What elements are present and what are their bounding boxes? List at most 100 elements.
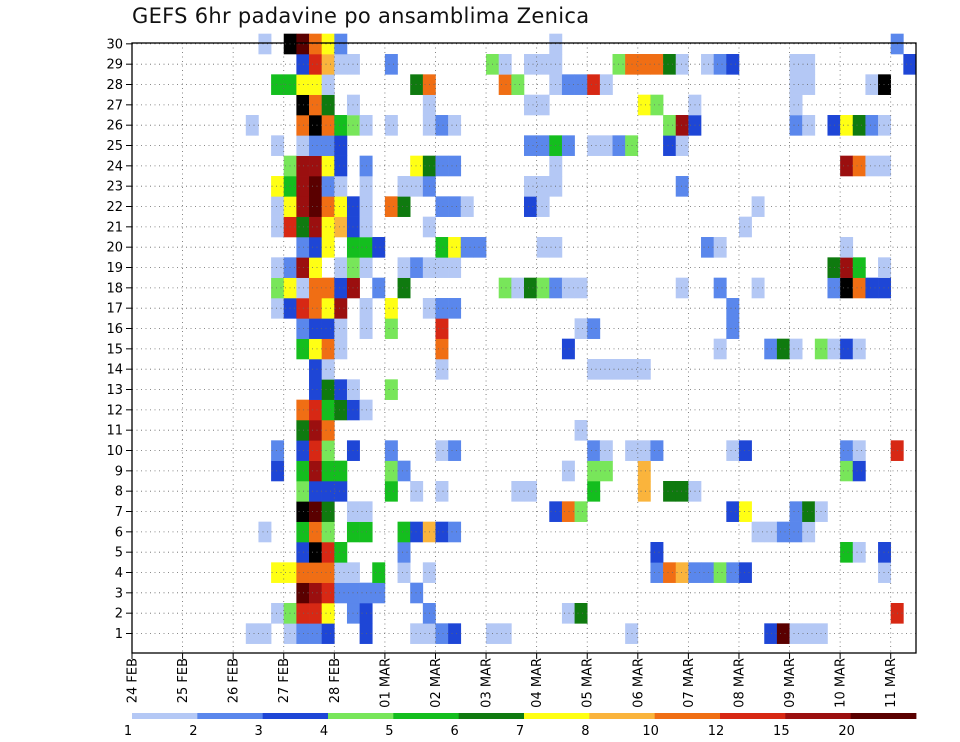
heatmap-cell bbox=[536, 54, 550, 75]
x-tick-labels: 24 FEB 25 FEB 26 FEB 27 FEB 28 FEB 01 MAR 02 M… bbox=[126, 653, 899, 708]
heatmap-cell bbox=[574, 277, 588, 299]
heatmap-cell bbox=[524, 481, 537, 502]
heatmap-cell bbox=[410, 623, 424, 644]
heatmap-cell bbox=[498, 54, 512, 75]
heatmap-cell bbox=[321, 542, 335, 563]
heatmap-cell bbox=[650, 54, 664, 75]
x-tick-label: 03 MAR bbox=[480, 658, 495, 708]
heatmap-cell bbox=[599, 74, 613, 95]
heatmap-cell bbox=[840, 115, 854, 136]
x-tick-label: 11 MAR bbox=[884, 658, 899, 708]
heatmap-cell bbox=[802, 54, 816, 75]
heatmap-cell bbox=[448, 440, 462, 461]
heatmap-cell bbox=[498, 277, 512, 299]
heatmap-cell bbox=[309, 603, 322, 624]
heatmap-cell bbox=[296, 582, 310, 604]
heatmap-cell bbox=[296, 440, 310, 461]
heatmap-cell bbox=[840, 460, 854, 482]
legend-swatch bbox=[132, 713, 198, 719]
heatmap-cell bbox=[321, 54, 335, 75]
heatmap-cell bbox=[435, 155, 449, 177]
heatmap-cell bbox=[675, 135, 689, 156]
heatmap-cell bbox=[334, 542, 348, 563]
legend-swatch bbox=[720, 713, 786, 719]
legend-label: 8 bbox=[581, 724, 589, 739]
heatmap-cell bbox=[296, 521, 310, 543]
heatmap-cell bbox=[536, 135, 550, 156]
heatmap-cell bbox=[574, 501, 588, 522]
heatmap-cell bbox=[701, 562, 714, 583]
heatmap-cell bbox=[397, 460, 411, 482]
heatmap-cell bbox=[789, 74, 803, 95]
heatmap-cell bbox=[511, 277, 525, 299]
y-tick-label: 20 bbox=[106, 241, 123, 256]
y-tick-label: 23 bbox=[106, 180, 123, 195]
heatmap-cell bbox=[764, 623, 778, 644]
heatmap-cell bbox=[296, 54, 310, 75]
heatmap-cell bbox=[738, 501, 752, 522]
heatmap-cell bbox=[840, 155, 854, 177]
heatmap-cell bbox=[309, 257, 322, 278]
heatmap-cell bbox=[448, 115, 462, 136]
y-tick-label: 15 bbox=[106, 342, 123, 357]
heatmap-cell bbox=[296, 623, 310, 644]
heatmap-cells bbox=[245, 33, 917, 644]
heatmap-cell bbox=[435, 237, 449, 258]
heatmap-cell bbox=[334, 582, 348, 604]
heatmap-cell bbox=[321, 582, 335, 604]
y-tick-label: 26 bbox=[106, 119, 123, 134]
heatmap-cell bbox=[637, 54, 651, 75]
heatmap-cell bbox=[372, 582, 386, 604]
heatmap-cell bbox=[397, 562, 411, 583]
heatmap-cell bbox=[384, 481, 398, 502]
heatmap-cell bbox=[245, 623, 259, 644]
heatmap-cell bbox=[384, 379, 398, 400]
heatmap-cell bbox=[296, 562, 310, 583]
heatmap-cell bbox=[675, 176, 689, 197]
heatmap-cell bbox=[536, 176, 550, 197]
heatmap-cell bbox=[258, 521, 272, 543]
heatmap-cell bbox=[309, 460, 322, 482]
x-tick-label: 08 MAR bbox=[732, 658, 747, 708]
heatmap-cell bbox=[309, 135, 322, 156]
heatmap-cell bbox=[271, 74, 285, 95]
heatmap-cell bbox=[321, 135, 335, 156]
heatmap-cell bbox=[309, 359, 322, 380]
heatmap-cell bbox=[309, 318, 322, 339]
y-tick-label: 17 bbox=[106, 302, 123, 317]
heatmap-cell bbox=[637, 440, 651, 461]
heatmap-cell bbox=[271, 216, 285, 238]
legend-swatch bbox=[654, 713, 721, 719]
heatmap-cell bbox=[321, 155, 335, 177]
heatmap-cell bbox=[397, 257, 411, 278]
heatmap-cell bbox=[802, 115, 816, 136]
heatmap-cell bbox=[852, 542, 866, 563]
heatmap-cell bbox=[309, 33, 322, 55]
y-tick-label: 10 bbox=[106, 444, 123, 459]
heatmap-cell bbox=[852, 338, 866, 360]
heatmap-cell bbox=[321, 33, 335, 55]
heatmap-cell bbox=[334, 115, 348, 136]
heatmap-cell bbox=[435, 623, 449, 644]
heatmap-cell bbox=[498, 74, 512, 95]
legend-label: 10 bbox=[642, 724, 659, 739]
legend-label: 15 bbox=[773, 724, 790, 739]
heatmap-cell bbox=[574, 603, 588, 624]
heatmap-cell bbox=[321, 216, 335, 238]
x-tick-label: 27 FEB bbox=[277, 658, 292, 703]
heatmap-cell bbox=[587, 440, 601, 461]
heatmap-cell bbox=[321, 623, 335, 644]
heatmap-cell bbox=[309, 115, 322, 136]
x-tick-label: 01 MAR bbox=[378, 658, 393, 708]
heatmap-cell bbox=[321, 440, 335, 461]
heatmap-cell bbox=[271, 135, 285, 156]
heatmap-cell bbox=[789, 94, 803, 116]
heatmap-cell bbox=[321, 237, 335, 258]
heatmap-cell bbox=[271, 196, 285, 217]
heatmap-cell bbox=[309, 338, 322, 360]
heatmap-cell bbox=[296, 176, 310, 197]
heatmap-cell bbox=[309, 440, 322, 461]
heatmap-cell bbox=[296, 94, 310, 116]
heatmap-cell bbox=[435, 298, 449, 319]
